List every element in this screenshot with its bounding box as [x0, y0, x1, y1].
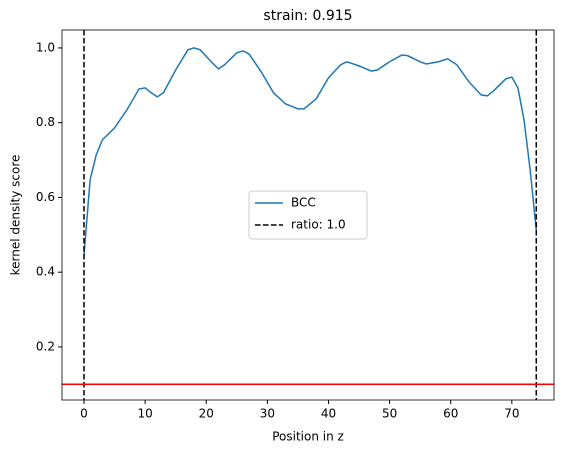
x-tick-label: 40	[321, 407, 336, 421]
line-series	[83, 47, 538, 256]
y-tick-label: 0.2	[36, 339, 55, 353]
x-axis-label: Position in z	[272, 430, 344, 444]
x-tick-label: 0	[80, 407, 88, 421]
y-tick-label: 0.8	[36, 115, 55, 129]
y-tick-label: 0.6	[36, 190, 55, 204]
x-tick-label: 70	[504, 407, 519, 421]
legend-label: ratio: 1.0	[291, 218, 346, 232]
chart-title: strain: 0.915	[263, 8, 352, 24]
axes-frame	[61, 29, 555, 401]
legend-label: BCC	[291, 196, 316, 210]
x-tick-label: 50	[382, 407, 397, 421]
y-tick-label: 0.4	[36, 265, 55, 279]
x-tick-label: 60	[443, 407, 458, 421]
x-tick-label: 30	[260, 407, 275, 421]
x-tick-label: 10	[137, 407, 152, 421]
y-axis-label: kernel density score	[9, 155, 23, 276]
x-tick-label: 20	[199, 407, 214, 421]
y-tick-label: 1.0	[36, 40, 55, 54]
